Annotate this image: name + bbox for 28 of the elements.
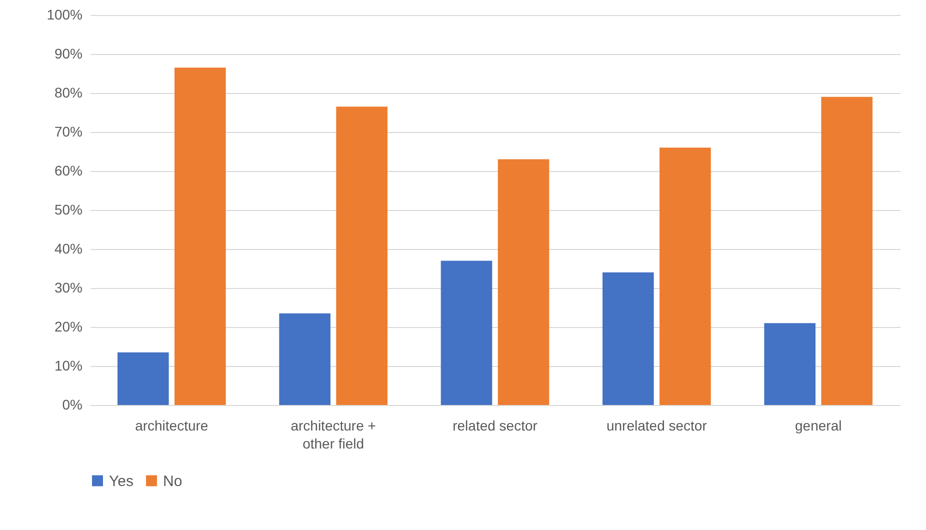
bar bbox=[660, 148, 711, 405]
bar bbox=[174, 68, 226, 405]
y-tick-label: 0% bbox=[62, 396, 82, 412]
y-tick-label: 40% bbox=[54, 240, 82, 256]
bar bbox=[440, 260, 492, 405]
x-tick-label: architecture + other field bbox=[290, 418, 376, 452]
bar bbox=[117, 352, 169, 405]
x-tick-label: architecture bbox=[135, 418, 208, 434]
bar bbox=[498, 159, 550, 405]
bar bbox=[602, 272, 654, 405]
bar bbox=[336, 106, 388, 405]
y-tick-label: 20% bbox=[54, 318, 82, 334]
y-tick-label: 70% bbox=[54, 124, 82, 140]
y-tick-label: 50% bbox=[54, 202, 82, 218]
x-tick-label: related sector bbox=[452, 418, 538, 434]
y-tick-label: 10% bbox=[54, 358, 82, 374]
y-tick-label: 30% bbox=[54, 280, 82, 296]
y-tick-label: 60% bbox=[54, 162, 82, 178]
legend-label: Yes bbox=[109, 472, 134, 490]
x-tick-label: unrelated sector bbox=[606, 418, 708, 434]
bar bbox=[279, 313, 330, 405]
bar bbox=[764, 323, 816, 405]
x-tick-label: general bbox=[795, 418, 842, 434]
legend-label: No bbox=[163, 472, 182, 490]
y-tick-label: 80% bbox=[54, 84, 82, 100]
bar bbox=[821, 96, 873, 405]
y-tick-label: 100% bbox=[46, 6, 82, 22]
y-tick-label: 90% bbox=[54, 46, 82, 62]
